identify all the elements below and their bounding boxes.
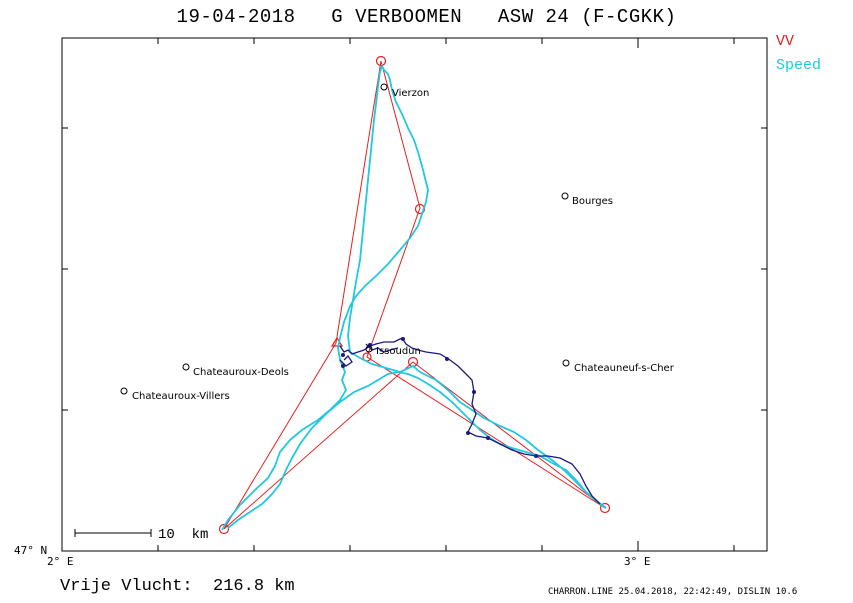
x-tick-label-2e: 2° E [47,555,74,568]
place-marker [182,363,190,371]
place-markers [120,83,570,395]
place-label-vierzon: Vierzon [392,88,429,99]
place-marker [120,387,128,395]
place-marker [562,359,570,367]
legend-vv-label: VV [776,33,795,50]
place-label-issoudun: Issoudun [376,346,421,357]
turnpoint-circle [599,502,611,514]
place-marker [365,345,373,353]
map-title: 19-04-2018 G VERBOOMEN ASW 24 (F-CGKK) [176,6,677,28]
flight-track-speed [221,63,607,531]
scale-bar-label: 10 km [158,527,208,543]
scale-bar [74,529,152,537]
place-marker [561,192,569,200]
turnpoint-circle [218,523,230,535]
footer-credits: CHARRON.LINE 25.04.2018, 22:42:49, DISLI… [548,587,798,597]
x-tick-label-3e: 3° E [624,555,651,568]
place-label-chateauneuf-s-cher: Chateauneuf-s-Cher [574,363,675,374]
free-flight-distance: Vrije Vlucht: 216.8 km [60,577,295,596]
y-tick-label-47n: 47° N [14,544,47,557]
place-label-chateauroux-deols: Chateauroux-Deols [193,367,289,378]
place-marker [380,83,388,91]
tick-marks [62,38,767,552]
thermal-markers [341,337,538,458]
place-label-bourges: Bourges [572,196,613,207]
turnpoint-circle [375,55,387,67]
legend-speed-label: Speed [776,57,822,74]
place-label-chateauroux-villers: Chateauroux-Villers [132,391,230,402]
task-route [223,60,606,530]
map-frame [61,37,768,552]
